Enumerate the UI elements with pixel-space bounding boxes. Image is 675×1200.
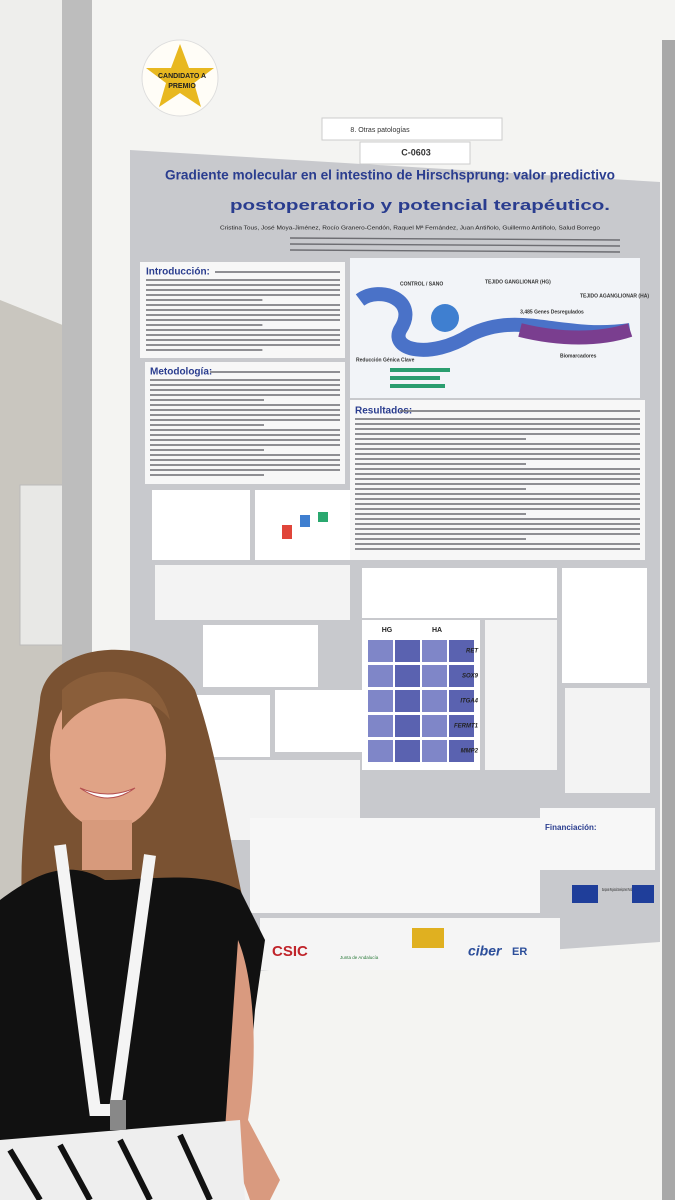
ihc-image bbox=[395, 690, 420, 712]
ihc-image bbox=[449, 640, 474, 662]
logo-text: ciber bbox=[468, 943, 503, 959]
ihc-image bbox=[422, 640, 447, 662]
authors: Cristina Tous, José Moya-Jiménez, Rocío … bbox=[220, 224, 600, 231]
ihc-image bbox=[449, 740, 474, 762]
badge-text: CANDIDATO A bbox=[158, 73, 206, 80]
methods-box bbox=[145, 362, 345, 484]
grid-row-label: MMP2 bbox=[461, 749, 479, 755]
board-frame-right bbox=[662, 40, 675, 1200]
grid-row-label: SOX9 bbox=[462, 674, 479, 680]
badge-text: PREMIO bbox=[168, 83, 196, 90]
intestine-affected bbox=[518, 323, 633, 345]
code: C-0603 bbox=[401, 147, 431, 157]
section-heading: Financiación: bbox=[545, 823, 597, 832]
caption bbox=[155, 565, 350, 620]
intestine bbox=[355, 287, 631, 357]
ihc-image bbox=[395, 640, 420, 662]
eu-flag bbox=[572, 885, 598, 903]
grid-row-label: RET bbox=[466, 649, 479, 655]
figure-bubble bbox=[431, 304, 459, 332]
grid-header: HA bbox=[432, 627, 442, 634]
box bbox=[300, 515, 310, 527]
ihc-image bbox=[368, 665, 393, 687]
scatter-figure bbox=[275, 690, 363, 752]
ihc-image bbox=[422, 715, 447, 737]
badge-star bbox=[146, 44, 214, 107]
ihc-image bbox=[395, 665, 420, 687]
affiliations bbox=[289, 237, 621, 253]
logo-text: Junta de Andalucía bbox=[340, 955, 379, 960]
grid-row-label: ITGA4 bbox=[460, 699, 478, 705]
figure-label: Reducción Génica Clave bbox=[356, 357, 415, 363]
intro-text bbox=[146, 271, 340, 351]
logo-strip bbox=[260, 918, 560, 970]
figure-label: TEJIDO AGANGLIONAR (HA) bbox=[580, 293, 649, 299]
pca-chart bbox=[152, 490, 250, 560]
figure-label: Biomarcadores bbox=[560, 353, 597, 359]
logo-text: European Regional Development Fund bbox=[602, 887, 632, 892]
person bbox=[0, 649, 280, 1200]
ihc-image bbox=[395, 715, 420, 737]
box bbox=[318, 512, 328, 522]
figure-caption bbox=[565, 688, 650, 793]
figure-bar bbox=[390, 368, 450, 372]
methods-text bbox=[150, 371, 340, 476]
eu-flag bbox=[632, 885, 654, 903]
figure-label: 3,485 Genes Desregulados bbox=[520, 309, 584, 315]
grid-row-label: FERMT1 bbox=[454, 724, 479, 730]
bar-charts bbox=[362, 568, 557, 618]
category: 8. Otras patologías bbox=[350, 127, 410, 134]
ihc-image bbox=[368, 715, 393, 737]
logo-text: ER bbox=[512, 946, 527, 958]
ihc-image bbox=[449, 715, 474, 737]
section-heading: Metodología: bbox=[150, 367, 212, 378]
network-figure bbox=[203, 625, 318, 687]
box bbox=[282, 525, 292, 539]
ihc-image bbox=[368, 640, 393, 662]
figure-label: TEJIDO GANGLIONAR (HG) bbox=[485, 279, 551, 285]
pathway-figure bbox=[562, 568, 647, 683]
poster-title: Gradiente molecular en el intestino de H… bbox=[165, 167, 615, 183]
ihc-image bbox=[422, 690, 447, 712]
figure-bar bbox=[390, 376, 440, 380]
grid-header: HG bbox=[382, 627, 393, 634]
ihc-image bbox=[368, 690, 393, 712]
section-heading: Resultados: bbox=[355, 406, 412, 417]
grid-caption bbox=[485, 620, 557, 770]
ihc-image bbox=[449, 690, 474, 712]
ihc-image bbox=[422, 665, 447, 687]
funding-box bbox=[540, 808, 655, 870]
spain-logo bbox=[412, 928, 444, 948]
category-box bbox=[321, 117, 503, 141]
figure-bar bbox=[390, 384, 445, 388]
ihc-image bbox=[449, 665, 474, 687]
ihc-image bbox=[368, 740, 393, 762]
poster-title: postoperatorio y potencial terapéutico. bbox=[230, 197, 610, 214]
code-box bbox=[359, 141, 471, 165]
logo-text: CSIC bbox=[272, 943, 308, 960]
figure-label: CONTROL / SANO bbox=[400, 281, 443, 287]
ihc-image bbox=[395, 740, 420, 762]
section-heading: Introducción: bbox=[146, 267, 210, 278]
results-text bbox=[355, 410, 640, 550]
ihc-image bbox=[422, 740, 447, 762]
conclusions bbox=[250, 818, 540, 913]
